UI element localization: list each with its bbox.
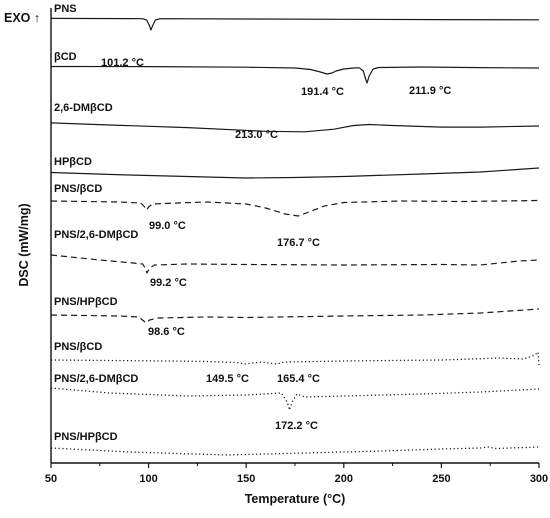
curve-5	[50, 199, 540, 217]
series-label-7: PNS/HPβCD	[54, 296, 118, 308]
x-axis-title: Temperature (°C)	[245, 492, 346, 506]
curve-10	[50, 446, 540, 456]
peak-label-2-2: 211.9 °C	[409, 85, 451, 97]
peak-label-2-1: 191.4 °C	[301, 86, 344, 98]
curve-9	[50, 387, 540, 411]
series-label-5: PNS/βCD	[54, 183, 102, 195]
series-label-9: PNS/2,6-DMβCD	[54, 373, 138, 385]
x-tick-label-2: 100	[139, 473, 157, 485]
peak-label-5-1: 99.0 °C	[149, 220, 186, 232]
x-tick-label-3: 150	[237, 473, 255, 485]
peak-label-6-1: 99.2 °C	[150, 277, 187, 289]
y-axis-title: DSC (mW/mg)	[17, 203, 31, 286]
x-tick-label-1: 50	[45, 473, 57, 485]
peak-label-5-2: 176.7 °C	[277, 237, 320, 249]
peak-label-8-2: 165.4 °C	[277, 373, 320, 385]
series-label-4: HPβCD	[54, 156, 92, 168]
x-tick-label-4: 200	[335, 473, 353, 485]
curve-6	[50, 254, 540, 274]
curve-2	[50, 65, 540, 84]
curve-1	[50, 17, 540, 31]
x-ticks: 50 100 150 200 250 300	[45, 463, 548, 485]
curve-4	[50, 167, 540, 179]
series-label-10: PNS/HPβCD	[54, 431, 118, 443]
curves-layer	[50, 17, 540, 456]
peak-label-1-1: 101.2 °C	[101, 57, 144, 69]
series-label-2: βCD	[54, 51, 77, 63]
x-tick-label-5: 250	[432, 473, 450, 485]
peak-label-8-1: 149.5 °C	[206, 373, 249, 385]
x-tick-label-6: 300	[530, 473, 548, 485]
curve-7	[50, 308, 540, 324]
curve-8	[50, 351, 540, 366]
series-label-3: 2,6-DMβCD	[54, 102, 113, 114]
labels-layer: PNS 101.2 °C βCD 191.4 °C 211.9 °C 2,6-DMβCD 2…	[54, 3, 451, 443]
curve-3	[50, 122, 540, 133]
peak-label-3-1: 213.0 °C	[235, 129, 278, 141]
exo-label: EXO ↑	[4, 11, 40, 25]
series-label-6: PNS/2,6-DMβCD	[54, 229, 138, 241]
peak-label-9-1: 172.2 °C	[275, 420, 318, 432]
series-label-8: PNS/βCD	[54, 341, 102, 353]
peak-label-7-1: 98.6 °C	[148, 326, 185, 338]
series-label-1: PNS	[54, 3, 77, 15]
